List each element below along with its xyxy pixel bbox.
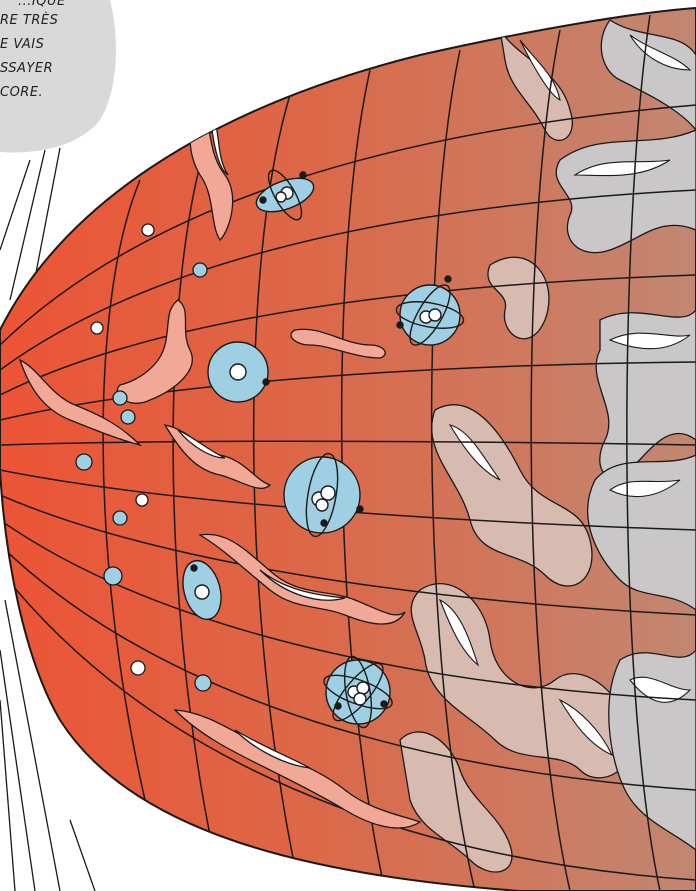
particle-dot-icon (103, 566, 123, 586)
particle-dot-icon (112, 390, 128, 406)
particle-dot-icon (135, 493, 149, 507)
atom-icon (395, 275, 465, 346)
wave-strings (18, 98, 422, 829)
galaxy-cloud-icon (600, 19, 696, 132)
particles (75, 223, 212, 692)
atom-icon (207, 341, 270, 403)
particle-dot-icon (194, 674, 212, 692)
speech-bubble (0, 0, 116, 153)
atoms (182, 169, 465, 729)
particle-dot-icon (75, 453, 93, 471)
particle-dot-icon (112, 510, 128, 526)
atom-icon (182, 559, 222, 621)
cloud-highlights (438, 34, 692, 757)
particle-dot-icon (141, 223, 155, 237)
particle-dot-icon (90, 321, 104, 335)
motion-lines (0, 147, 96, 891)
atom-icon (283, 452, 364, 538)
atom-icon (323, 655, 393, 729)
particle-dot-icon (192, 262, 208, 278)
particle-dot-icon (120, 409, 136, 425)
atom-icon (255, 169, 315, 221)
particle-dot-icon (130, 660, 146, 676)
galaxy-cloud-icon (587, 453, 696, 612)
